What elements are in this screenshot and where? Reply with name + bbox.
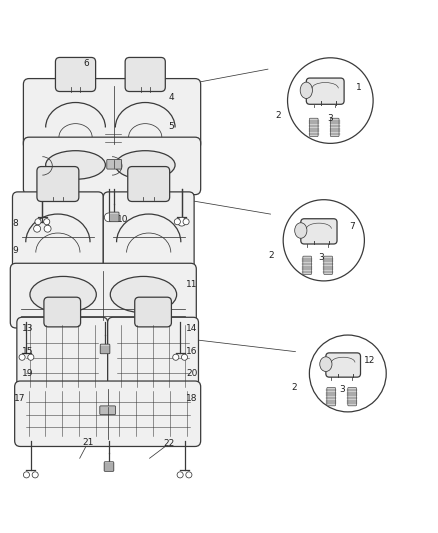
FancyBboxPatch shape: [56, 58, 95, 92]
Text: 15: 15: [22, 347, 34, 356]
Circle shape: [177, 217, 186, 226]
Ellipse shape: [295, 223, 307, 238]
Ellipse shape: [115, 151, 175, 179]
Text: 12: 12: [364, 356, 375, 365]
Text: 4: 4: [169, 93, 174, 102]
Text: 11: 11: [186, 280, 197, 289]
FancyBboxPatch shape: [128, 166, 170, 201]
Text: 14: 14: [186, 324, 198, 333]
Text: 20: 20: [186, 369, 198, 378]
Ellipse shape: [46, 151, 106, 179]
Text: 19: 19: [22, 369, 34, 378]
FancyBboxPatch shape: [12, 192, 103, 276]
FancyBboxPatch shape: [309, 118, 318, 136]
Circle shape: [288, 58, 373, 143]
Ellipse shape: [320, 357, 332, 372]
Text: 1: 1: [356, 83, 362, 92]
Circle shape: [28, 354, 34, 360]
Circle shape: [173, 354, 179, 360]
FancyBboxPatch shape: [135, 297, 171, 327]
Text: 2: 2: [268, 251, 274, 260]
Text: 18: 18: [186, 394, 198, 403]
FancyBboxPatch shape: [301, 219, 337, 244]
FancyBboxPatch shape: [100, 406, 116, 415]
Circle shape: [183, 219, 189, 225]
Text: 5: 5: [168, 122, 174, 131]
FancyBboxPatch shape: [330, 118, 339, 136]
FancyBboxPatch shape: [103, 192, 194, 276]
Circle shape: [104, 213, 113, 222]
FancyBboxPatch shape: [14, 381, 201, 447]
FancyBboxPatch shape: [37, 166, 79, 201]
Text: 9: 9: [12, 246, 18, 255]
FancyBboxPatch shape: [23, 78, 201, 149]
Ellipse shape: [110, 277, 177, 313]
Circle shape: [34, 225, 41, 232]
FancyBboxPatch shape: [17, 317, 108, 394]
FancyBboxPatch shape: [107, 159, 122, 169]
Circle shape: [19, 354, 25, 360]
Text: 2: 2: [275, 111, 281, 120]
Text: 22: 22: [163, 439, 174, 448]
Circle shape: [44, 225, 51, 232]
FancyBboxPatch shape: [104, 462, 114, 471]
Text: 21: 21: [82, 438, 94, 447]
Circle shape: [186, 472, 192, 478]
FancyBboxPatch shape: [324, 256, 332, 274]
Text: 6: 6: [83, 59, 89, 68]
Circle shape: [309, 335, 386, 412]
FancyBboxPatch shape: [108, 317, 198, 394]
FancyBboxPatch shape: [303, 256, 311, 274]
FancyBboxPatch shape: [110, 212, 119, 222]
Text: 17: 17: [14, 394, 25, 403]
FancyBboxPatch shape: [306, 78, 344, 104]
FancyBboxPatch shape: [348, 387, 357, 406]
Text: 2: 2: [291, 383, 297, 392]
Ellipse shape: [30, 277, 96, 313]
Ellipse shape: [300, 82, 312, 99]
Circle shape: [32, 472, 38, 478]
Text: 8: 8: [12, 219, 18, 228]
Text: 7: 7: [349, 222, 355, 231]
Circle shape: [44, 219, 50, 225]
Text: 3: 3: [319, 253, 325, 262]
FancyBboxPatch shape: [100, 344, 110, 354]
Text: 13: 13: [22, 324, 34, 333]
FancyBboxPatch shape: [11, 263, 196, 328]
Circle shape: [23, 472, 29, 478]
Circle shape: [283, 200, 364, 281]
Text: 16: 16: [186, 347, 198, 356]
Circle shape: [35, 219, 41, 225]
Text: 10: 10: [117, 215, 129, 224]
Circle shape: [174, 219, 180, 225]
FancyBboxPatch shape: [327, 387, 336, 406]
Circle shape: [177, 472, 183, 478]
Text: 3: 3: [340, 385, 346, 394]
FancyBboxPatch shape: [125, 58, 165, 92]
FancyBboxPatch shape: [23, 137, 201, 195]
Text: 3: 3: [328, 114, 333, 123]
FancyBboxPatch shape: [326, 353, 360, 377]
Circle shape: [181, 354, 187, 360]
FancyBboxPatch shape: [44, 297, 81, 327]
